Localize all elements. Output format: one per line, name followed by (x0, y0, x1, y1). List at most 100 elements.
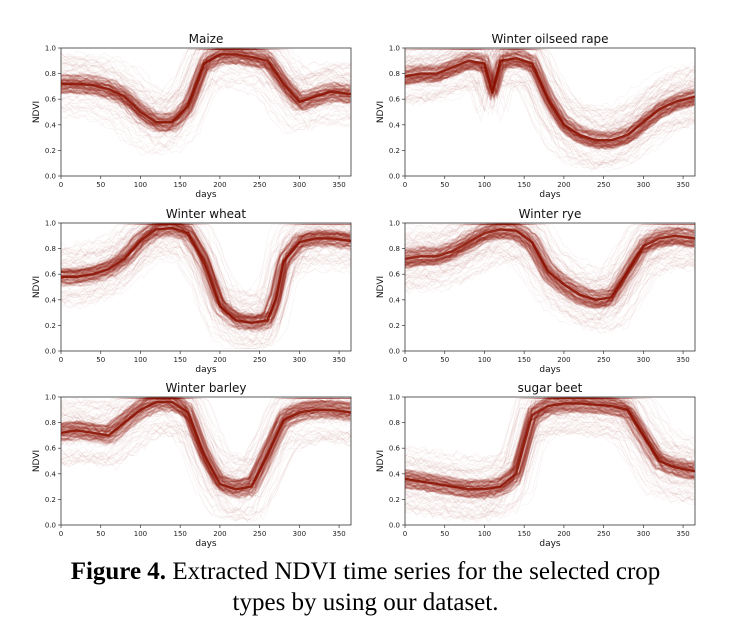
sugar-beet-trace-faint (405, 418, 695, 510)
sugar-beet-trace (405, 409, 695, 499)
winter-rye-trace-faint (405, 223, 695, 287)
winter-rye-y-tick-label: 0.2 (389, 322, 400, 330)
maize-trace-faint (61, 48, 351, 121)
maize-trace-faint (61, 57, 351, 135)
maize-trace (61, 49, 351, 122)
sugar-beet-x-tick-label: 150 (517, 530, 530, 538)
winter-wheat-x-tick-label: 150 (173, 356, 186, 364)
winter-oilseed-rape-trace (405, 60, 695, 147)
winter-wheat-trace-faint (61, 257, 351, 349)
sugar-beet-trace (405, 407, 695, 498)
winter-barley-trace (61, 405, 351, 496)
sugar-beet-trace-faint (405, 411, 695, 504)
winter-rye-x-tick-label: 50 (440, 356, 449, 364)
winter-barley-trace (61, 397, 351, 484)
maize-y-tick-label: 0.0 (45, 173, 56, 181)
maize-trace-faint (61, 77, 351, 152)
winter-rye-x-tick-label: 100 (478, 356, 491, 364)
winter-barley-trace (61, 406, 351, 498)
sugar-beet-trace-faint (405, 417, 695, 509)
winter-wheat-trace (61, 223, 351, 322)
winter-rye-trace-faint (405, 244, 695, 321)
maize-trace-faint (61, 48, 351, 107)
sugar-beet-trace-faint (405, 397, 695, 475)
winter-wheat-x-tick-label: 100 (134, 356, 147, 364)
winter-wheat-trace-faint (61, 243, 351, 345)
winter-rye-trace-faint (405, 251, 695, 326)
winter-wheat-x-axis-label: days (195, 365, 217, 375)
maize-trace-faint (61, 68, 351, 143)
winter-oilseed-rape-trace-faint (405, 48, 695, 111)
sugar-beet-x-tick-label: 300 (637, 530, 650, 538)
winter-rye-trace-faint (405, 254, 695, 330)
sugar-beet-trace (405, 397, 695, 485)
winter-rye-trace-faint (405, 223, 695, 283)
winter-oilseed-rape-x-tick-label: 0 (403, 181, 407, 189)
winter-rye-trace (405, 231, 695, 306)
winter-rye-trace-faint (405, 234, 695, 311)
winter-wheat-trace-faint (61, 232, 351, 333)
winter-wheat-trace (61, 223, 351, 319)
winter-barley-trace (61, 404, 351, 495)
winter-rye-trace-faint (405, 223, 695, 290)
sugar-beet-trace-faint (405, 399, 695, 493)
maize-trace (61, 49, 351, 122)
winter-oilseed-rape-trace (405, 60, 695, 148)
winter-rye-trace-faint (405, 223, 695, 292)
sugar-beet-trace-faint (405, 397, 695, 482)
maize-trace-faint (61, 48, 351, 101)
winter-rye-trace-faint (405, 248, 695, 323)
winter-wheat-trace-faint (61, 223, 351, 306)
winter-rye-x-tick-label: 250 (597, 356, 610, 364)
sugar-beet-trace-faint (405, 397, 695, 475)
winter-rye-trace (405, 223, 695, 294)
winter-oilseed-rape-trace (405, 50, 695, 137)
winter-wheat-trace-faint (61, 223, 351, 297)
winter-barley-x-tick-label: 200 (213, 530, 226, 538)
winter-wheat-trace-faint (61, 241, 351, 343)
winter-rye-trace (405, 235, 695, 309)
winter-barley-trace (61, 408, 351, 499)
winter-oilseed-rape-trace-faint (405, 48, 695, 129)
winter-oilseed-rape-trace (405, 60, 695, 144)
winter-rye-trace (405, 231, 695, 307)
maize-trace-faint (61, 58, 351, 133)
winter-wheat-x-tick-label: 350 (332, 356, 345, 364)
winter-rye-y-tick-label: 0.8 (389, 245, 400, 253)
maize-trace-faint (61, 48, 351, 104)
sugar-beet-trace-faint (405, 414, 695, 507)
sugar-beet-trace-faint (405, 429, 695, 523)
sugar-beet-trace (405, 407, 695, 498)
maize-trace-faint (61, 48, 351, 98)
winter-wheat-trace-faint (61, 223, 351, 309)
winter-oilseed-rape-y-tick-label: 1.0 (389, 45, 400, 53)
sugar-beet-trace (405, 400, 695, 490)
sugar-beet-trace (405, 405, 695, 495)
winter-barley-trace-faint (61, 398, 351, 491)
winter-oilseed-rape-trace-faint (405, 79, 695, 165)
sugar-beet-trace (405, 407, 695, 498)
winter-rye-trace-faint (405, 238, 695, 316)
winter-oilseed-rape-trace (405, 63, 695, 150)
sugar-beet-trace-faint (405, 397, 695, 466)
winter-oilseed-rape-trace-faint (405, 60, 695, 146)
maize-x-tick-label: 250 (253, 181, 266, 189)
winter-oilseed-rape-trace-faint (405, 48, 695, 131)
maize-trace-faint (61, 48, 351, 105)
winter-oilseed-rape-trace-faint (405, 48, 695, 128)
winter-rye-trace (405, 223, 695, 297)
maize-trace-faint (61, 61, 351, 139)
winter-rye-trace (405, 234, 695, 308)
sugar-beet-trace (405, 398, 695, 490)
winter-barley-y-tick-label: 0.0 (45, 522, 56, 530)
winter-rye-trace (405, 223, 695, 297)
winter-wheat-trace-faint (61, 223, 351, 302)
sugar-beet-trace-faint (405, 397, 695, 462)
maize-trace-faint (61, 57, 351, 130)
winter-barley-trace (61, 403, 351, 495)
maize-x-tick-label: 0 (59, 181, 63, 189)
winter-wheat-trace-faint (61, 223, 351, 315)
winter-barley-series-line (61, 400, 351, 491)
sugar-beet-x-tick-label: 50 (440, 530, 449, 538)
winter-rye-x-tick-label: 350 (676, 356, 689, 364)
